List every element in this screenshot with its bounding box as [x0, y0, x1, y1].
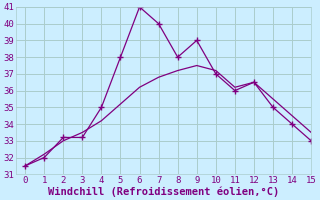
X-axis label: Windchill (Refroidissement éolien,°C): Windchill (Refroidissement éolien,°C) — [48, 186, 279, 197]
